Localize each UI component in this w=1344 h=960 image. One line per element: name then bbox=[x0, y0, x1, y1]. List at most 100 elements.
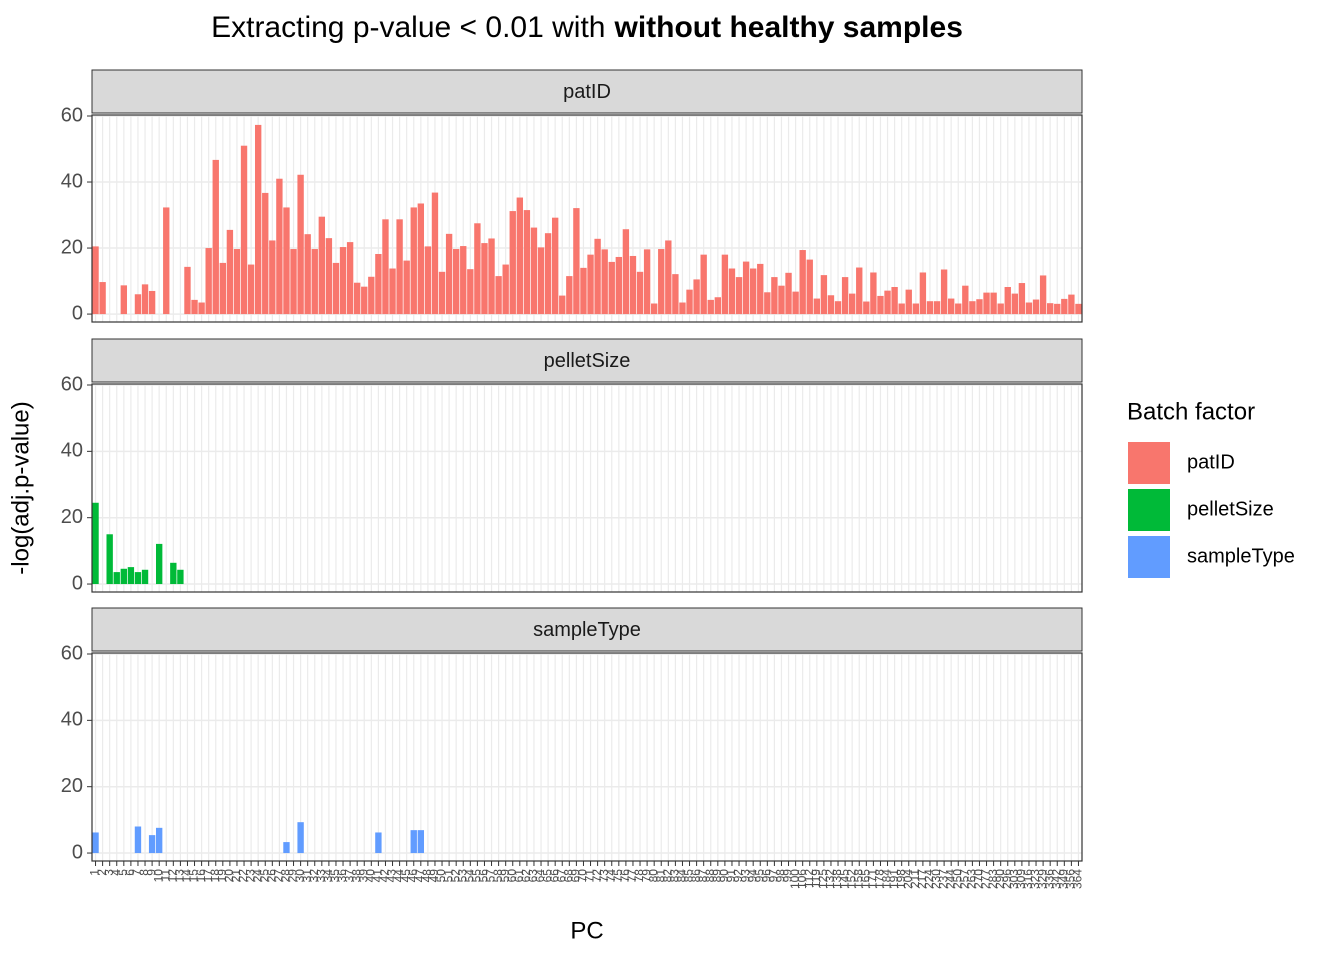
bar bbox=[467, 269, 474, 315]
title-text: Extracting p-value < 0.01 with bbox=[211, 11, 605, 44]
x-tick-label: 50 bbox=[434, 869, 448, 883]
x-tick-label: 91 bbox=[724, 869, 738, 883]
bar bbox=[297, 174, 304, 315]
x-tick-label: 88 bbox=[703, 869, 717, 883]
y-tick-label: 40 bbox=[61, 440, 83, 462]
bar bbox=[1004, 287, 1011, 315]
x-tick-label: 75 bbox=[611, 869, 625, 883]
bar bbox=[92, 246, 99, 315]
legend-label: patID bbox=[1187, 451, 1235, 473]
bar bbox=[650, 303, 658, 315]
bar bbox=[325, 238, 333, 315]
bar bbox=[396, 219, 403, 315]
bar bbox=[495, 276, 502, 315]
bar bbox=[127, 567, 135, 585]
legend-key bbox=[1128, 442, 1170, 484]
x-tick-label: 39 bbox=[356, 869, 370, 883]
bar bbox=[955, 303, 962, 315]
x-tick-label: 4 bbox=[109, 869, 123, 876]
x-tick-label: 93 bbox=[738, 869, 752, 883]
x-tick-label: 49 bbox=[427, 869, 441, 883]
x-tick-label: 9 bbox=[144, 869, 158, 876]
bar bbox=[375, 832, 382, 854]
legend-label: pelletSize bbox=[1187, 498, 1274, 520]
bar bbox=[134, 572, 142, 585]
bar bbox=[969, 301, 976, 315]
bar bbox=[120, 285, 128, 315]
panel-background bbox=[92, 384, 1082, 592]
y-tick-label: 0 bbox=[72, 572, 83, 594]
bar bbox=[191, 299, 198, 315]
x-tick-label: 349 bbox=[1056, 869, 1070, 889]
bar bbox=[262, 192, 269, 315]
x-tick-label: 106 bbox=[795, 869, 809, 889]
strip-label: patID bbox=[563, 81, 611, 103]
x-tick-label: 22 bbox=[236, 869, 250, 883]
x-tick-label: 69 bbox=[569, 869, 583, 883]
strip-label: sampleType bbox=[533, 619, 641, 641]
x-tick-label: 316 bbox=[1021, 869, 1035, 889]
bar bbox=[361, 286, 368, 315]
bar bbox=[686, 289, 693, 315]
x-tick-label: 178 bbox=[873, 869, 887, 889]
x-tick-label: 74 bbox=[604, 869, 618, 883]
bar bbox=[148, 835, 156, 854]
x-tick-label: 58 bbox=[491, 869, 505, 883]
legend-title: Batch factor bbox=[1127, 398, 1255, 425]
x-tick-label: 60 bbox=[505, 869, 519, 883]
legend-key bbox=[1128, 489, 1170, 531]
x-tick-label: 10 bbox=[151, 869, 165, 883]
x-tick-label: 138 bbox=[830, 869, 844, 889]
x-tick-label: 25 bbox=[257, 869, 271, 883]
bar bbox=[997, 303, 1004, 315]
bar bbox=[714, 297, 722, 315]
bar bbox=[233, 249, 241, 315]
bar bbox=[919, 272, 927, 315]
bar bbox=[240, 145, 248, 315]
x-tick-label: 342 bbox=[1049, 869, 1063, 889]
x-tick-label: 31 bbox=[300, 869, 314, 883]
bar bbox=[141, 569, 149, 585]
panel-border bbox=[91, 114, 1083, 323]
bar bbox=[276, 178, 283, 315]
y-tick-label: 20 bbox=[61, 236, 83, 258]
bar bbox=[1046, 303, 1054, 315]
bar bbox=[594, 238, 601, 315]
bar bbox=[155, 543, 163, 585]
bar bbox=[283, 842, 290, 854]
bar bbox=[318, 216, 326, 315]
bar bbox=[219, 262, 227, 315]
x-tick-label: 132 bbox=[823, 869, 837, 889]
bar bbox=[460, 246, 467, 315]
bar bbox=[120, 568, 128, 585]
x-tick-label: 43 bbox=[385, 869, 399, 883]
bar bbox=[1068, 294, 1075, 315]
bar bbox=[863, 301, 870, 315]
bar bbox=[962, 285, 969, 315]
title-bold: without healthy samples bbox=[613, 11, 962, 44]
x-tick-label: 29 bbox=[286, 869, 300, 883]
x-tick-label: 13 bbox=[173, 869, 187, 883]
panel-background bbox=[92, 653, 1082, 861]
bar bbox=[170, 562, 177, 585]
x-tick-label: 45 bbox=[399, 869, 413, 883]
bar bbox=[516, 197, 524, 315]
bar bbox=[622, 229, 630, 315]
x-tick-label: 290 bbox=[993, 869, 1007, 889]
bar bbox=[488, 238, 495, 315]
bar bbox=[155, 827, 163, 854]
bar bbox=[735, 277, 743, 315]
x-tick-label: 52 bbox=[448, 869, 462, 883]
bar bbox=[1025, 302, 1033, 315]
bar bbox=[749, 268, 757, 315]
bar bbox=[410, 830, 417, 854]
x-tick-label: 119 bbox=[809, 869, 823, 888]
bar bbox=[417, 830, 425, 854]
bar bbox=[672, 274, 679, 315]
x-tick-label: 217 bbox=[915, 869, 929, 889]
bar bbox=[530, 227, 538, 315]
x-tick-label: 27 bbox=[272, 869, 286, 883]
bar bbox=[976, 299, 983, 315]
x-tick-label: 92 bbox=[731, 869, 745, 883]
